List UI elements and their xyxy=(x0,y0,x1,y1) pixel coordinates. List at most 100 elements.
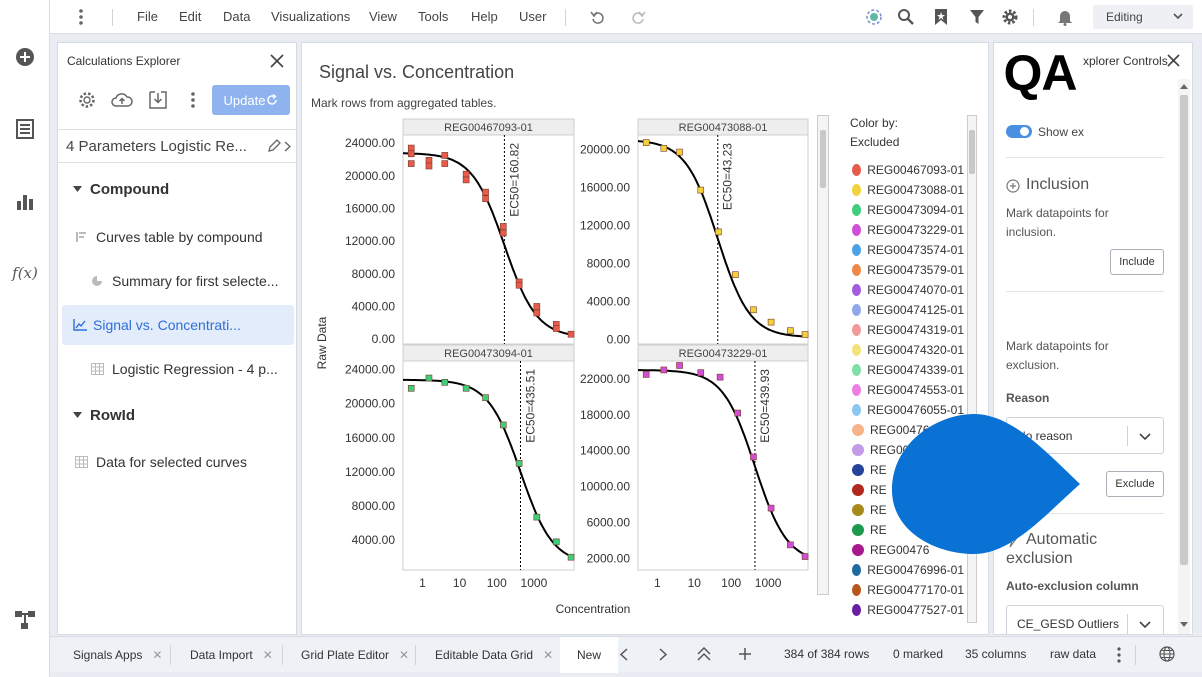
legend-item[interactable]: REG00474319-01 xyxy=(848,320,964,340)
legend-item[interactable]: REG00474320-01 xyxy=(848,340,964,360)
menu-edit[interactable]: Edit xyxy=(179,9,202,24)
legend-item[interactable]: REG00473579-01 xyxy=(848,260,964,280)
chevron-left-icon[interactable] xyxy=(620,648,628,661)
legend-item[interactable]: REG00476 xyxy=(848,540,964,560)
download-icon[interactable] xyxy=(148,90,168,110)
legend-item[interactable]: REG00467093-01 xyxy=(848,160,964,180)
legend-item[interactable]: REG00474553-01 xyxy=(848,380,964,400)
y-tick-label: 22000.00 xyxy=(580,372,630,386)
add-icon[interactable] xyxy=(0,37,50,77)
close-icon[interactable] xyxy=(1166,53,1181,68)
include-button[interactable]: Include xyxy=(1110,249,1164,275)
legend-item[interactable]: RE xyxy=(848,460,964,480)
tab-grid-plate-editor[interactable]: Grid Plate Editor ✕ xyxy=(301,648,410,662)
show-excluded-toggle[interactable] xyxy=(1006,125,1032,138)
tree-item-summary[interactable]: Summary for first selecte... xyxy=(58,261,296,301)
legend-item[interactable]: REG00473088-01 xyxy=(848,180,964,200)
legend-item[interactable]: RE xyxy=(848,520,964,540)
legend-item[interactable]: REG00477170-01 xyxy=(848,580,964,600)
auto-exclusion-column-select[interactable]: CE_GESD Outliers xyxy=(1006,605,1164,634)
legend-item[interactable]: RE xyxy=(848,500,964,520)
tree-group-rowid[interactable]: RowId xyxy=(58,395,296,435)
tree-item-signal-vs-concentration[interactable]: Signal vs. Concentrati... xyxy=(62,305,294,345)
menu-file[interactable]: File xyxy=(137,9,158,24)
controls-scrollbar[interactable] xyxy=(1178,79,1190,634)
more-vertical-icon[interactable] xyxy=(1117,647,1121,663)
y-tick-label: 0.00 xyxy=(607,332,631,346)
legend-item[interactable]: REG00476996-01 xyxy=(848,560,964,580)
double-chevron-up-icon[interactable] xyxy=(697,647,711,661)
legend-item[interactable]: RE xyxy=(848,480,964,500)
edit-pencil-icon[interactable] xyxy=(267,139,281,153)
legend-swatch xyxy=(852,324,862,336)
chart-scrollbar[interactable] xyxy=(817,115,829,595)
chevron-down-icon xyxy=(1139,621,1151,629)
legend-swatch xyxy=(852,164,862,176)
legend-label: REG00473579-01 xyxy=(867,263,964,277)
legend-item[interactable]: REG00474339-01 xyxy=(848,360,964,380)
mode-dropdown[interactable]: Editing xyxy=(1093,5,1193,29)
tree-item-logistic-regression[interactable]: Logistic Regression - 4 p... xyxy=(58,349,296,389)
filter-icon[interactable] xyxy=(966,6,988,28)
legend-item[interactable]: REG00473574-01 xyxy=(848,240,964,260)
menu-view[interactable]: View xyxy=(369,9,397,24)
more-vertical-icon[interactable] xyxy=(191,92,195,108)
search-icon[interactable] xyxy=(895,6,917,28)
legend-item[interactable]: REG00474070-01 xyxy=(848,280,964,300)
tab-editable-data-grid[interactable]: Editable Data Grid ✕ xyxy=(435,648,554,662)
y-tick-label: 16000.00 xyxy=(345,201,395,215)
panel-header xyxy=(637,118,809,136)
close-icon[interactable] xyxy=(269,53,285,69)
menu-tools[interactable]: Tools xyxy=(418,9,449,24)
flow-diagram-icon[interactable] xyxy=(0,600,50,640)
data-point xyxy=(462,384,470,392)
gear-icon[interactable] xyxy=(999,6,1021,28)
legend-item[interactable]: REG00 xyxy=(848,440,964,460)
panel-header xyxy=(637,344,809,362)
update-button[interactable]: Update xyxy=(212,85,290,115)
plus-icon[interactable] xyxy=(738,647,752,661)
settings-icon[interactable] xyxy=(78,91,96,109)
menu-visualizations[interactable]: Visualizations xyxy=(271,9,351,24)
tree-item-data-selected-curves[interactable]: Data for selected curves xyxy=(58,442,296,482)
tree-item-curves-table[interactable]: Curves table by compound xyxy=(58,217,296,257)
legend-item[interactable]: REG00473094-01 xyxy=(848,200,964,220)
function-icon[interactable]: f(x) xyxy=(12,264,38,282)
legend-label: REG00477170-01 xyxy=(867,583,964,597)
ai-assistant-icon[interactable] xyxy=(863,6,885,28)
legend-item[interactable]: REG00473229-01 xyxy=(848,220,964,240)
bell-icon[interactable] xyxy=(1054,6,1076,28)
globe-icon[interactable] xyxy=(1159,646,1175,662)
menu-help[interactable]: Help xyxy=(471,9,498,24)
active-table[interactable]: raw data xyxy=(1050,647,1097,661)
legend-item[interactable]: REG00477527-01 xyxy=(848,600,964,620)
legend-item[interactable]: REG00476 xyxy=(848,420,964,440)
chevron-right-icon[interactable] xyxy=(284,141,291,152)
tab-data-import[interactable]: Data Import ✕ xyxy=(190,648,273,662)
tree-group-compound[interactable]: Compound xyxy=(58,169,296,209)
legend-item[interactable]: REG00474125-01 xyxy=(848,300,964,320)
chart-area[interactable]: REG00467093-0124000.0020000.0016000.0012… xyxy=(302,113,988,623)
more-vertical-icon[interactable] xyxy=(70,6,92,28)
chevron-right-icon[interactable] xyxy=(659,648,667,661)
data-table-icon[interactable] xyxy=(0,109,50,149)
undo-icon[interactable] xyxy=(587,6,609,28)
x-tick-label: 10 xyxy=(453,576,467,590)
auto-exclusion-column-value: CE_GESD Outliers xyxy=(1017,617,1120,631)
legend-scrollbar[interactable] xyxy=(967,115,977,623)
legend-label: REG00476 xyxy=(870,543,930,557)
legend-label: REG00473574-01 xyxy=(867,243,964,257)
color-by-value[interactable]: Excluded xyxy=(850,135,900,149)
redo-icon[interactable] xyxy=(627,6,649,28)
legend-item[interactable]: REG00476055-01 xyxy=(848,400,964,420)
menu-user[interactable]: User xyxy=(519,9,547,24)
calculation-name[interactable]: 4 Parameters Logistic Re... xyxy=(66,138,247,155)
exclude-button[interactable]: Exclude xyxy=(1106,471,1164,497)
data-point xyxy=(660,144,668,152)
menu-data[interactable]: Data xyxy=(223,9,251,24)
tab-signals-apps[interactable]: Signals Apps ✕ xyxy=(73,648,163,662)
bar-chart-icon[interactable] xyxy=(0,181,50,221)
bookmark-icon[interactable] xyxy=(930,6,952,28)
cloud-upload-icon[interactable] xyxy=(111,91,133,109)
tab-new[interactable]: New xyxy=(560,637,618,673)
